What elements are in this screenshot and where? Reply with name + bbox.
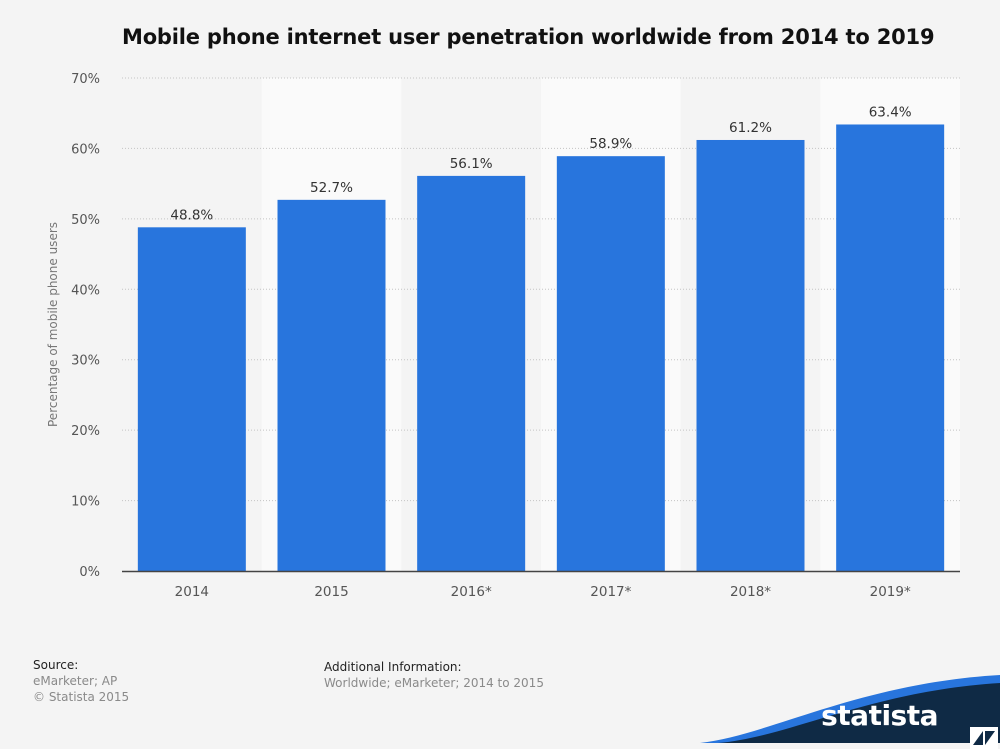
- y-tick-label: 0%: [79, 565, 100, 580]
- chart-title: Mobile phone internet user penetration w…: [122, 25, 935, 49]
- additional-info-line: Worldwide; eMarketer; 2014 to 2015: [324, 676, 544, 690]
- data-label: 56.1%: [450, 156, 493, 172]
- source-line: eMarketer; AP: [33, 674, 118, 688]
- copyright-line: © Statista 2015: [33, 690, 130, 704]
- x-tick-label: 2017*: [590, 584, 631, 600]
- bar: [277, 199, 386, 571]
- x-tick-label: 2019*: [870, 584, 911, 600]
- y-axis-title: Percentage of mobile phone users: [46, 222, 60, 427]
- statista-wordmark: statista: [821, 699, 938, 732]
- x-tick-label: 2018*: [730, 584, 771, 600]
- source-block: Source: eMarketer; AP © Statista 2015: [33, 657, 129, 705]
- statista-brand-banner: statista: [700, 673, 1000, 749]
- bar-chart: 0% 10% 20% 30% 40% 50% 60% 70% 48.8% 2014 52.7% 201…: [46, 72, 960, 600]
- bar: [417, 175, 526, 571]
- data-label: 48.8%: [170, 207, 213, 223]
- y-tick-label: 60%: [71, 142, 100, 157]
- x-tick-label: 2016*: [451, 584, 492, 600]
- y-tick-label: 40%: [71, 283, 100, 298]
- data-label: 61.2%: [729, 120, 772, 136]
- data-label: 63.4%: [869, 104, 912, 120]
- y-tick-label: 20%: [71, 424, 100, 439]
- bar: [836, 124, 945, 572]
- x-tick-label: 2014: [175, 584, 209, 600]
- bar: [696, 139, 805, 571]
- data-label: 52.7%: [310, 180, 353, 196]
- y-tick-label: 50%: [71, 213, 100, 228]
- additional-info-heading: Additional Information:: [324, 660, 462, 674]
- data-label: 58.9%: [589, 136, 632, 152]
- bar: [137, 227, 246, 571]
- x-tick-label: 2015: [314, 584, 348, 600]
- bar: [556, 156, 665, 571]
- y-tick-label: 30%: [71, 354, 100, 369]
- y-tick-label: 10%: [71, 495, 100, 510]
- source-heading: Source:: [33, 658, 79, 672]
- y-tick-label: 70%: [71, 72, 100, 87]
- additional-info-block: Additional Information: Worldwide; eMark…: [324, 659, 544, 691]
